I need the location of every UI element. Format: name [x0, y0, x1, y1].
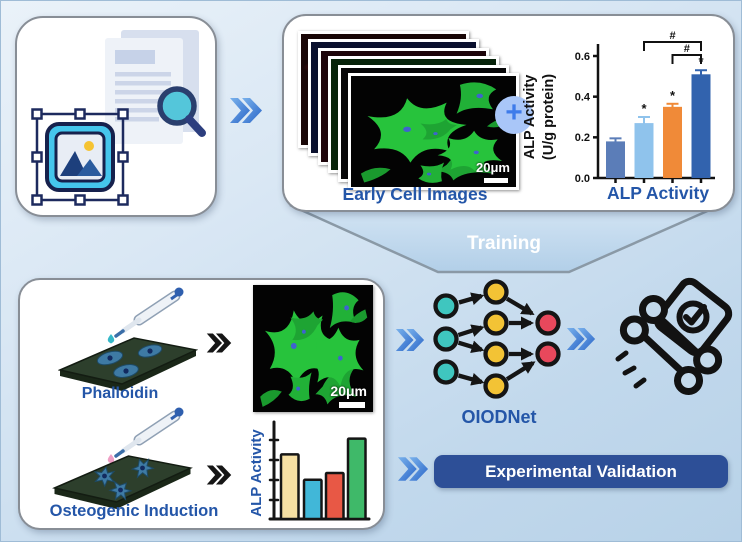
training-data-box: 20μm Early Cell Images + 0.0 0.2 0.4 0.6 * * *…: [282, 14, 735, 212]
experimental-validation-banner: Experimental Validation: [434, 455, 728, 488]
training-label: Training: [467, 233, 541, 254]
black-chevron-icon: [206, 465, 232, 485]
pink-droplet: [107, 454, 115, 464]
alp-chart-title: ALP Activity: [606, 183, 710, 203]
early-cell-images-label: Early Cell Images: [342, 184, 488, 204]
output-node: [535, 310, 561, 336]
svg-text:0.4: 0.4: [575, 91, 591, 103]
svg-text:ALP Activity: ALP Activity: [251, 429, 265, 517]
double-chevron-icon: [566, 327, 596, 351]
svg-text:0.2: 0.2: [575, 132, 590, 144]
document-icon: [105, 30, 199, 144]
svg-text:#: #: [684, 43, 690, 55]
scale-bar-label: 20μm: [476, 160, 510, 175]
cell-image-front: 20μm: [348, 73, 519, 190]
hidden-node: [483, 279, 509, 305]
oiodnet-label: OIODNet: [461, 407, 537, 427]
scale-bar: [339, 402, 365, 408]
plus-icon: +: [495, 96, 533, 134]
double-chevron-icon: [397, 457, 429, 481]
input-node: [433, 359, 459, 385]
teal-droplet: [107, 334, 115, 344]
bone-icon: [619, 295, 723, 395]
osteogenic-induction-label: Osteogenic Induction: [49, 502, 219, 520]
double-chevron-icon: [395, 328, 425, 352]
input-node: [433, 293, 459, 319]
induced-cell-plate-icon: [52, 455, 193, 509]
phalloidin-image: 20μm: [253, 285, 373, 412]
svg-text:#: #: [669, 30, 675, 42]
alp-activity-bar-chart: 0.00.20.40.6***##ALP Activity (U/g protei…: [522, 30, 715, 185]
double-chevron-icon: [230, 98, 262, 123]
svg-text:(U/g protein): (U/g protein): [541, 74, 557, 160]
svg-text:0.6: 0.6: [575, 51, 590, 63]
hidden-node: [483, 373, 509, 399]
data-collection-illustration: [31, 30, 206, 206]
svg-text:*: *: [641, 101, 647, 116]
pipette-icon: [107, 287, 184, 344]
experiment-box: Phalloidin Osteogenic Induction: [18, 278, 385, 530]
svg-text:ALP Activity: ALP Activity: [522, 75, 538, 160]
pipette-icon: [107, 407, 184, 464]
svg-text:*: *: [670, 88, 676, 103]
scale-bar-label: 20μm: [330, 383, 367, 399]
hidden-node: [483, 310, 509, 336]
hidden-node: [483, 341, 509, 367]
mini-alp-bar-chart: ALP Activity: [251, 420, 371, 521]
input-node: [433, 326, 459, 352]
image-selection-icon: [31, 108, 129, 206]
phalloidin-label: Phalloidin: [81, 385, 159, 402]
bone-check-icon: [615, 277, 733, 395]
cell-plate-icon: [58, 337, 198, 391]
break-dashes: [615, 350, 647, 389]
data-collection-box: [15, 16, 217, 217]
black-chevron-icon: [206, 333, 232, 353]
scale-bar: [484, 178, 508, 183]
checkmark-card-icon: [653, 277, 733, 357]
output-node: [535, 341, 561, 367]
neural-network-icon: [433, 279, 561, 399]
svg-text:0.0: 0.0: [575, 173, 590, 185]
magnifier-icon: [157, 86, 206, 137]
